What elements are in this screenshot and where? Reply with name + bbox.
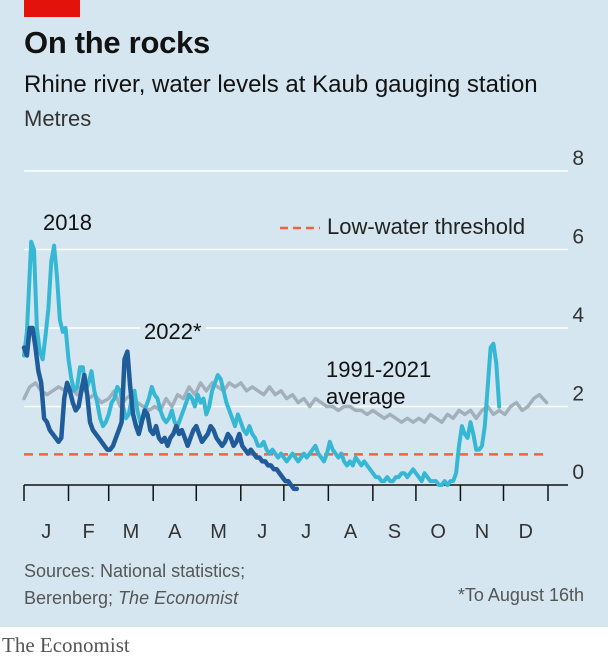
- x-tick-label: F: [82, 521, 94, 543]
- source-line-2: Berenberg; The Economist: [24, 585, 245, 612]
- y-tick-label: 2: [572, 383, 584, 406]
- gridlines: [24, 170, 568, 486]
- chart-subtitle: Rhine river, water levels at Kaub gaugin…: [24, 71, 538, 98]
- x-tick-label: J: [41, 521, 51, 543]
- x-tick-label: J: [257, 521, 267, 543]
- series-lines: [21, 239, 549, 492]
- threshold-legend-label: Low-water threshold: [327, 214, 525, 239]
- footnote: *To August 16th: [457, 585, 584, 605]
- x-tick-label: D: [519, 521, 533, 543]
- x-tick-label: A: [344, 521, 358, 543]
- y-tick-label: 6: [572, 226, 584, 249]
- series-line-average: [22, 381, 549, 424]
- publisher-brand: The Economist: [2, 633, 130, 657]
- y-tick-label: 0: [572, 461, 584, 484]
- x-tick-label: M: [123, 521, 140, 543]
- y-tick-label: 8: [572, 147, 584, 170]
- series-label-backdrop: [140, 319, 206, 345]
- x-tick-label: A: [168, 521, 182, 543]
- x-tick-label: M: [210, 521, 227, 543]
- brand-tag: [24, 0, 80, 17]
- y-tick-label: 4: [572, 304, 584, 327]
- source-line-2-text: Berenberg;: [24, 588, 119, 608]
- chart-panel: [0, 0, 608, 627]
- source-line-2-italic: The Economist: [118, 588, 239, 608]
- x-tick-label: O: [430, 521, 446, 543]
- y-tick-labels: 0 2 4 6 8: [572, 147, 584, 484]
- x-tick-label: N: [475, 521, 489, 543]
- x-tick-label: J: [301, 521, 311, 543]
- source-note: Sources: National statistics; Berenberg;…: [24, 558, 245, 612]
- series-label-y2022: 2022*: [144, 319, 202, 344]
- threshold-group: Low-water threshold: [24, 214, 548, 456]
- series-label-y2018: 2018: [43, 210, 92, 235]
- x-tick-label: S: [388, 521, 401, 543]
- source-line-1: Sources: National statistics;: [24, 561, 246, 581]
- chart-title: On the rocks: [24, 25, 210, 60]
- series-line-y2022: [21, 325, 300, 492]
- series-line-y2018: [22, 239, 502, 487]
- y-axis-unit: Metres: [24, 106, 92, 131]
- series-label-average: 1991-2021: [326, 357, 431, 382]
- line-chart: 0 2 4 6 8 Low-water threshold 1991-2021avera…: [21, 147, 584, 543]
- series-label-average: average: [326, 384, 406, 409]
